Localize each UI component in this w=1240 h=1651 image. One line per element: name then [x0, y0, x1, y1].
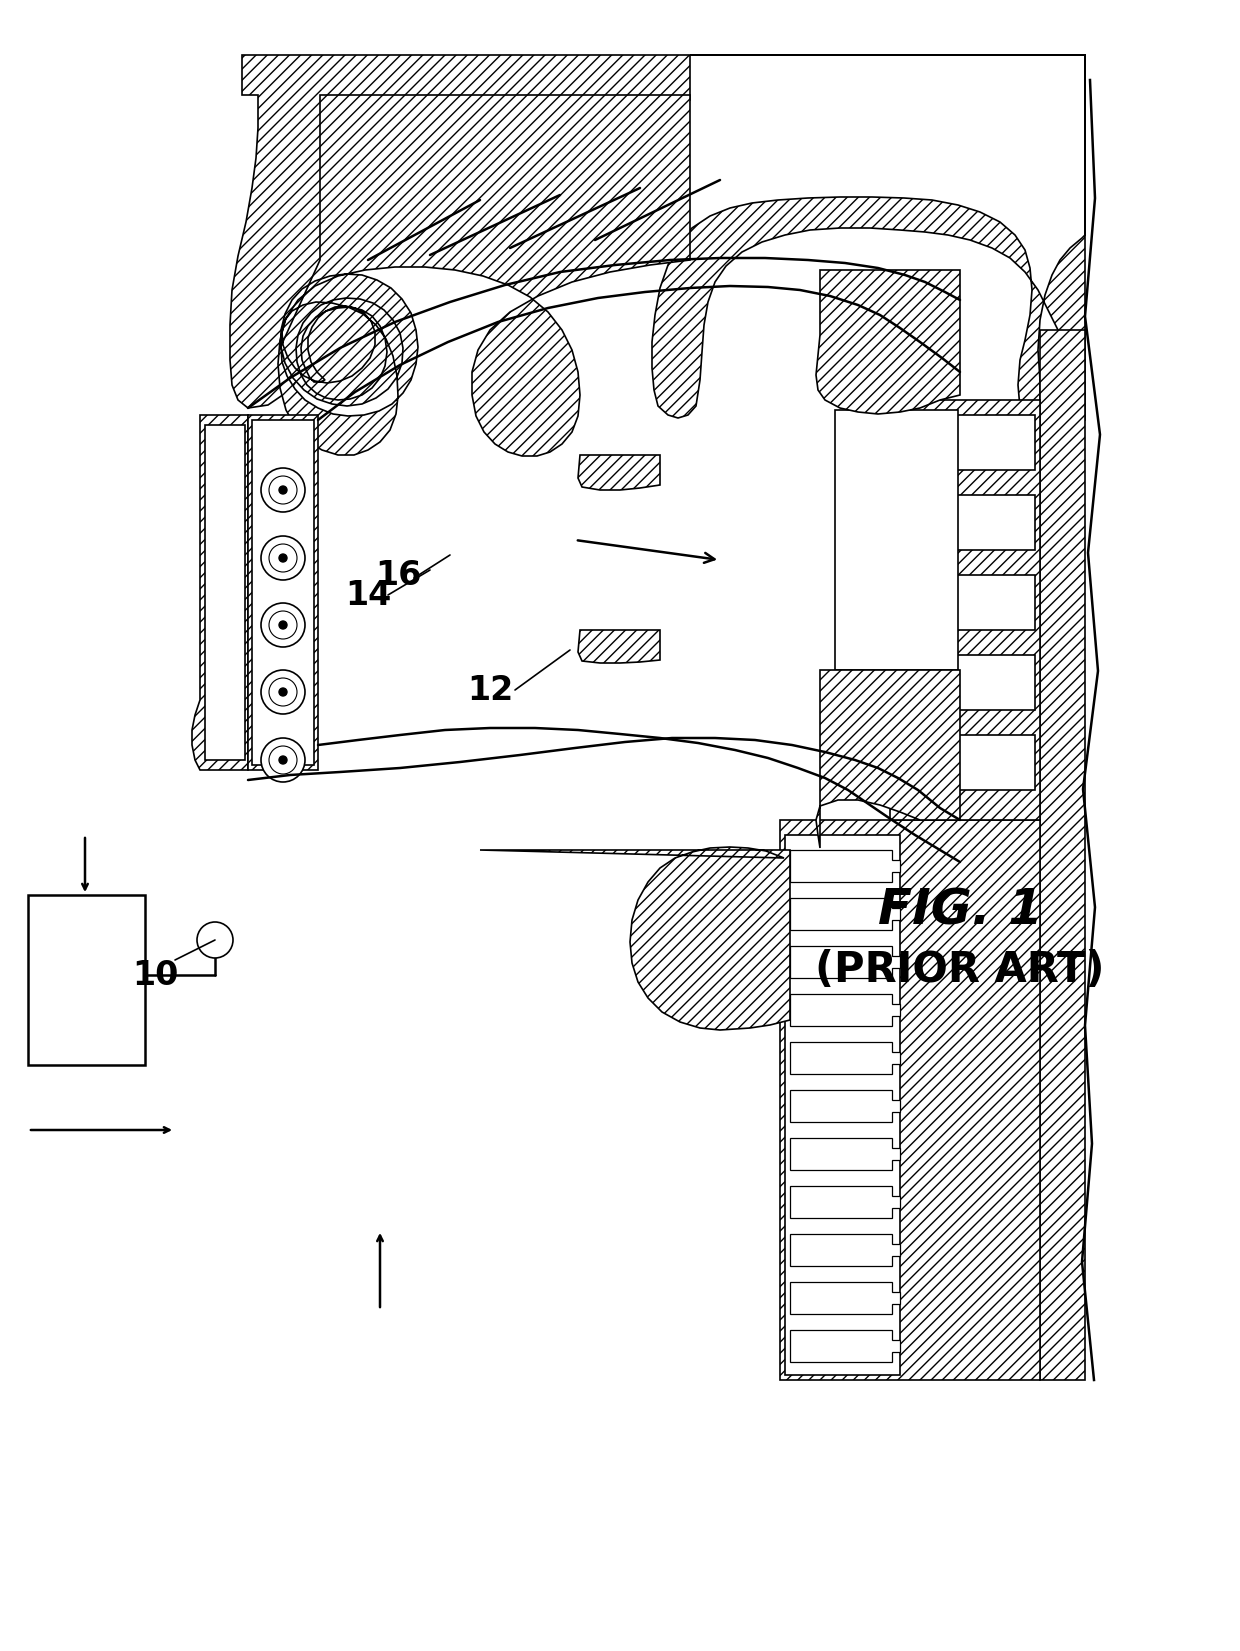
- Circle shape: [279, 621, 286, 629]
- Polygon shape: [895, 575, 1035, 631]
- Polygon shape: [895, 414, 1035, 471]
- Polygon shape: [835, 409, 959, 670]
- Polygon shape: [480, 847, 790, 1030]
- Polygon shape: [790, 1185, 900, 1218]
- Polygon shape: [192, 414, 248, 769]
- Polygon shape: [578, 456, 660, 490]
- Polygon shape: [229, 54, 689, 408]
- Polygon shape: [790, 1281, 900, 1314]
- Polygon shape: [790, 1138, 900, 1171]
- Circle shape: [260, 738, 305, 783]
- Polygon shape: [890, 400, 1040, 821]
- Polygon shape: [785, 835, 900, 1375]
- Circle shape: [197, 921, 233, 958]
- Circle shape: [260, 670, 305, 713]
- Polygon shape: [816, 271, 960, 414]
- Polygon shape: [895, 495, 1035, 550]
- Text: 16: 16: [374, 558, 422, 591]
- Circle shape: [260, 467, 305, 512]
- Circle shape: [260, 537, 305, 580]
- Polygon shape: [790, 946, 900, 977]
- Text: (PRIOR ART): (PRIOR ART): [815, 949, 1105, 991]
- Polygon shape: [790, 1090, 900, 1123]
- Circle shape: [279, 555, 286, 561]
- Polygon shape: [1040, 330, 1085, 1380]
- Polygon shape: [790, 994, 900, 1025]
- Polygon shape: [578, 631, 660, 664]
- Polygon shape: [652, 54, 1085, 423]
- Circle shape: [279, 756, 286, 764]
- Polygon shape: [205, 424, 246, 759]
- Polygon shape: [278, 96, 689, 456]
- Polygon shape: [790, 1233, 900, 1266]
- Text: 10: 10: [131, 959, 179, 992]
- Circle shape: [279, 688, 286, 697]
- Polygon shape: [780, 821, 1040, 1380]
- Polygon shape: [790, 1042, 900, 1075]
- Polygon shape: [895, 735, 1035, 789]
- Text: FIG. 1: FIG. 1: [878, 887, 1043, 934]
- Polygon shape: [790, 1331, 900, 1362]
- Circle shape: [279, 485, 286, 494]
- Polygon shape: [29, 895, 145, 1065]
- Text: 12: 12: [467, 674, 513, 707]
- Polygon shape: [790, 850, 900, 882]
- Text: 14: 14: [345, 578, 391, 611]
- Polygon shape: [252, 419, 314, 764]
- Polygon shape: [895, 655, 1035, 710]
- Polygon shape: [790, 898, 900, 930]
- Circle shape: [260, 603, 305, 647]
- Polygon shape: [816, 670, 960, 849]
- Polygon shape: [248, 414, 317, 769]
